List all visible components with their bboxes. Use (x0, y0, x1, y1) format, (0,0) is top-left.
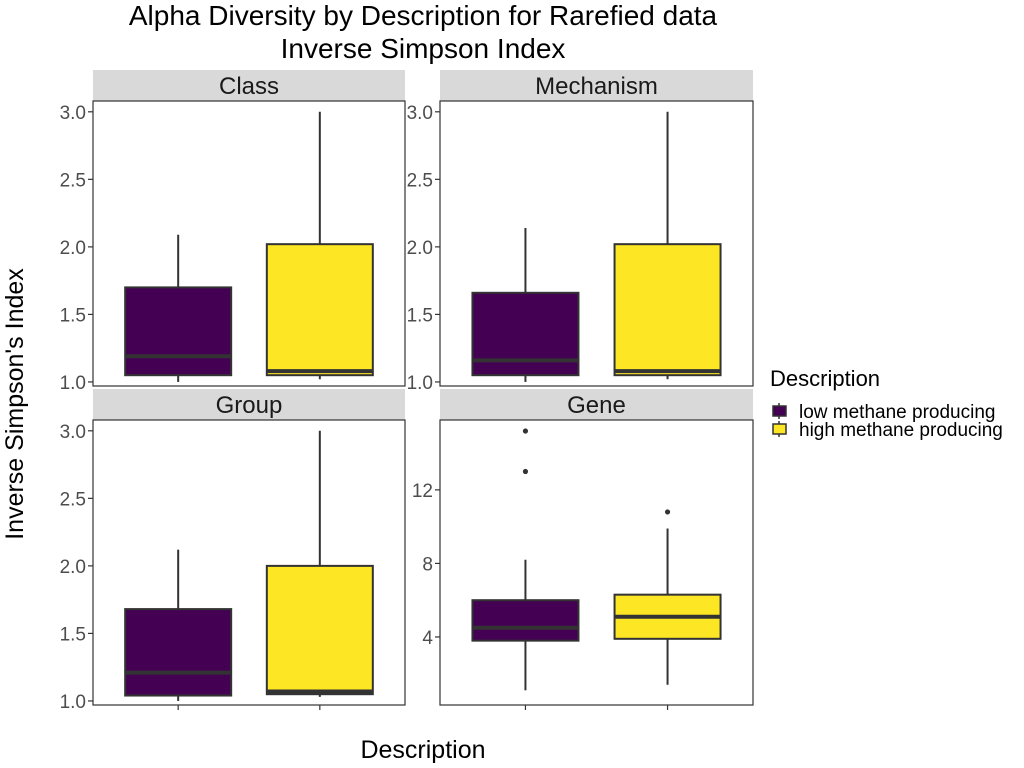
y-tick-label: 3.0 (60, 103, 86, 124)
facet-strip-label: Mechanism (535, 73, 658, 100)
legend-entry: low methane producing (772, 402, 995, 423)
box-low-methane (124, 549, 233, 701)
y-tick-label: 1.0 (407, 373, 433, 394)
box-low-methane (471, 227, 580, 382)
box-low-methane (471, 428, 580, 691)
outlier-point (522, 468, 529, 475)
y-tick-label: 2.5 (407, 170, 433, 191)
facet-class: Class 1.0 1.5 2.0 2.5 3.0 (60, 70, 406, 394)
box-body (265, 564, 374, 696)
facet-panels: Class 1.0 1.5 2.0 2.5 3.0 Mechanism 1.0 1.5 2.0 2.… (60, 70, 754, 713)
outlier-point (522, 428, 529, 434)
facet-mechanism: Mechanism 1.0 1.5 2.0 2.5 3.0 (407, 70, 754, 394)
box-low-methane (124, 234, 233, 382)
facet-strip (440, 389, 753, 420)
y-tick-label: 2.5 (60, 170, 86, 191)
y-tick-label: 1.0 (60, 373, 86, 394)
legend-entry: high methane producing (772, 420, 1003, 441)
legend-key (772, 405, 787, 417)
y-tick-label: 1.5 (60, 305, 86, 326)
y-tick-label: 3.0 (407, 103, 433, 124)
facet-strip-label: Gene (567, 392, 626, 419)
box-body (124, 608, 233, 697)
box-body (124, 286, 233, 377)
facet-strip-label: Group (216, 392, 283, 419)
facet-strip (440, 70, 753, 101)
chart-title-line1: Alpha Diversity by Description for Raref… (129, 0, 718, 31)
facet-strip (93, 389, 405, 420)
y-tick-label: 4 (422, 628, 433, 649)
legend-key (772, 423, 787, 435)
outlier-point (664, 509, 671, 515)
y-tick-label: 2.5 (60, 489, 86, 510)
legend-label: high methane producing (799, 420, 1003, 441)
legend-title: Description (770, 366, 880, 391)
y-tick-label: 1.0 (60, 692, 86, 713)
box-high-methane (613, 111, 722, 380)
y-axis-label: Inverse Simpson's Index (1, 268, 29, 540)
facet-strip (93, 70, 405, 101)
legend-label: low methane producing (799, 402, 995, 423)
y-tick-label: 2.0 (407, 238, 433, 259)
box-high-methane (613, 509, 722, 685)
box-high-methane (265, 111, 374, 380)
y-tick-label: 2.0 (60, 557, 86, 578)
chart-title-line2: Inverse Simpson Index (281, 33, 566, 64)
y-tick-label: 1.5 (407, 305, 433, 326)
x-axis-label: Description (360, 736, 485, 764)
facet-strip-label: Class (219, 73, 279, 100)
box-body (471, 291, 580, 377)
box-high-methane (265, 430, 374, 697)
facet-group: Group 1.0 1.5 2.0 2.5 3.0 (60, 389, 406, 713)
box-body (471, 599, 580, 642)
y-tick-label: 1.5 (60, 624, 86, 645)
y-tick-label: 2.0 (60, 238, 86, 259)
box-body (613, 243, 722, 377)
facet-gene: Gene 4 8 12 (412, 389, 754, 710)
y-tick-label: 3.0 (60, 422, 86, 443)
panel-border (439, 419, 754, 706)
y-tick-label: 12 (412, 481, 433, 502)
y-tick-label: 8 (422, 554, 433, 575)
box-body (265, 243, 374, 377)
